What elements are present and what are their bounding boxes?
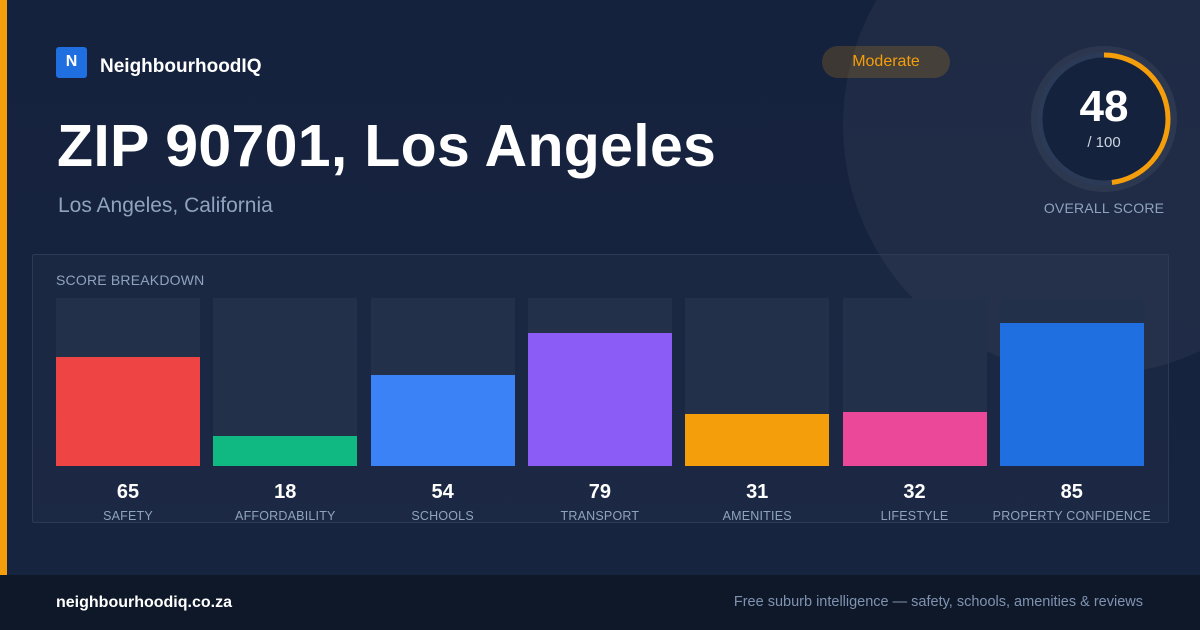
bar-value-label: 79 xyxy=(588,481,612,503)
location-subtitle: Los Angeles, California xyxy=(58,194,273,217)
bar xyxy=(213,435,358,466)
bar-column: 65 SAFETY xyxy=(56,298,200,528)
bar xyxy=(999,323,1144,466)
bar-category-label: LIFESTYLE xyxy=(880,509,949,523)
score-breakdown-panel xyxy=(32,254,1169,523)
brand-logo-icon: N xyxy=(56,46,87,78)
bar-column: 32 LIFESTYLE xyxy=(842,298,987,528)
bar xyxy=(56,356,200,466)
bar-category-label: SCHOOLS xyxy=(411,509,474,523)
bar-category-label: AMENITIES xyxy=(722,509,792,523)
bar-value-label: 54 xyxy=(431,481,454,503)
footer-tagline: Free suburb intelligence — safety, schoo… xyxy=(733,594,1143,610)
bar xyxy=(842,412,987,466)
footer: neighbourhoodiq.co.za Free suburb intell… xyxy=(0,575,1200,630)
bar-track xyxy=(213,298,358,466)
bar-value-label: 85 xyxy=(1060,481,1083,503)
accent-bar xyxy=(0,0,7,575)
overall-score-value: 48 xyxy=(1079,82,1129,131)
bar-category-label: AFFORDABILITY xyxy=(235,509,336,523)
overall-score-max: / 100 xyxy=(1087,134,1121,151)
overall-score-label: OVERALL SCORE xyxy=(1043,200,1165,216)
score-breakdown-title: SCORE BREAKDOWN xyxy=(56,272,205,288)
bar-column: 31 AMENITIES xyxy=(685,298,830,528)
bar xyxy=(527,333,672,466)
bar-track xyxy=(370,298,515,466)
rating-badge: Moderate xyxy=(822,46,950,78)
bar-value-label: 65 xyxy=(116,481,140,503)
bar-track xyxy=(685,298,830,466)
bar-value-label: 32 xyxy=(903,481,926,503)
score-ring-graphic xyxy=(1031,46,1177,192)
bar-column: 85 PROPERTY CONFIDENCE xyxy=(993,298,1151,528)
overall-score-ring: 48 / 100 xyxy=(1028,43,1180,195)
page-title: ZIP 90701, Los Angeles xyxy=(57,113,717,179)
bar-column: 54 SCHOOLS xyxy=(370,298,515,528)
bar-value-label: 18 xyxy=(274,481,297,503)
score-ring-progress xyxy=(1037,52,1171,186)
bar-category-label: SAFETY xyxy=(103,509,153,523)
bar-value-label: 31 xyxy=(746,481,769,503)
brand: N NeighbourhoodIQ xyxy=(56,46,261,78)
bar-column: 18 AFFORDABILITY xyxy=(213,298,358,528)
bar-column: 79 TRANSPORT xyxy=(527,298,672,528)
bar-track xyxy=(999,298,1144,466)
bar-track xyxy=(842,298,987,466)
footer-site-link[interactable]: neighbourhoodiq.co.za xyxy=(56,594,232,611)
bar xyxy=(370,375,515,466)
bar-category-label: PROPERTY CONFIDENCE xyxy=(992,509,1151,523)
bar xyxy=(685,413,830,466)
bar-track xyxy=(527,298,672,466)
brand-name: NeighbourhoodIQ xyxy=(100,56,262,77)
bar-category-label: TRANSPORT xyxy=(560,509,640,523)
bar-track xyxy=(56,298,200,466)
